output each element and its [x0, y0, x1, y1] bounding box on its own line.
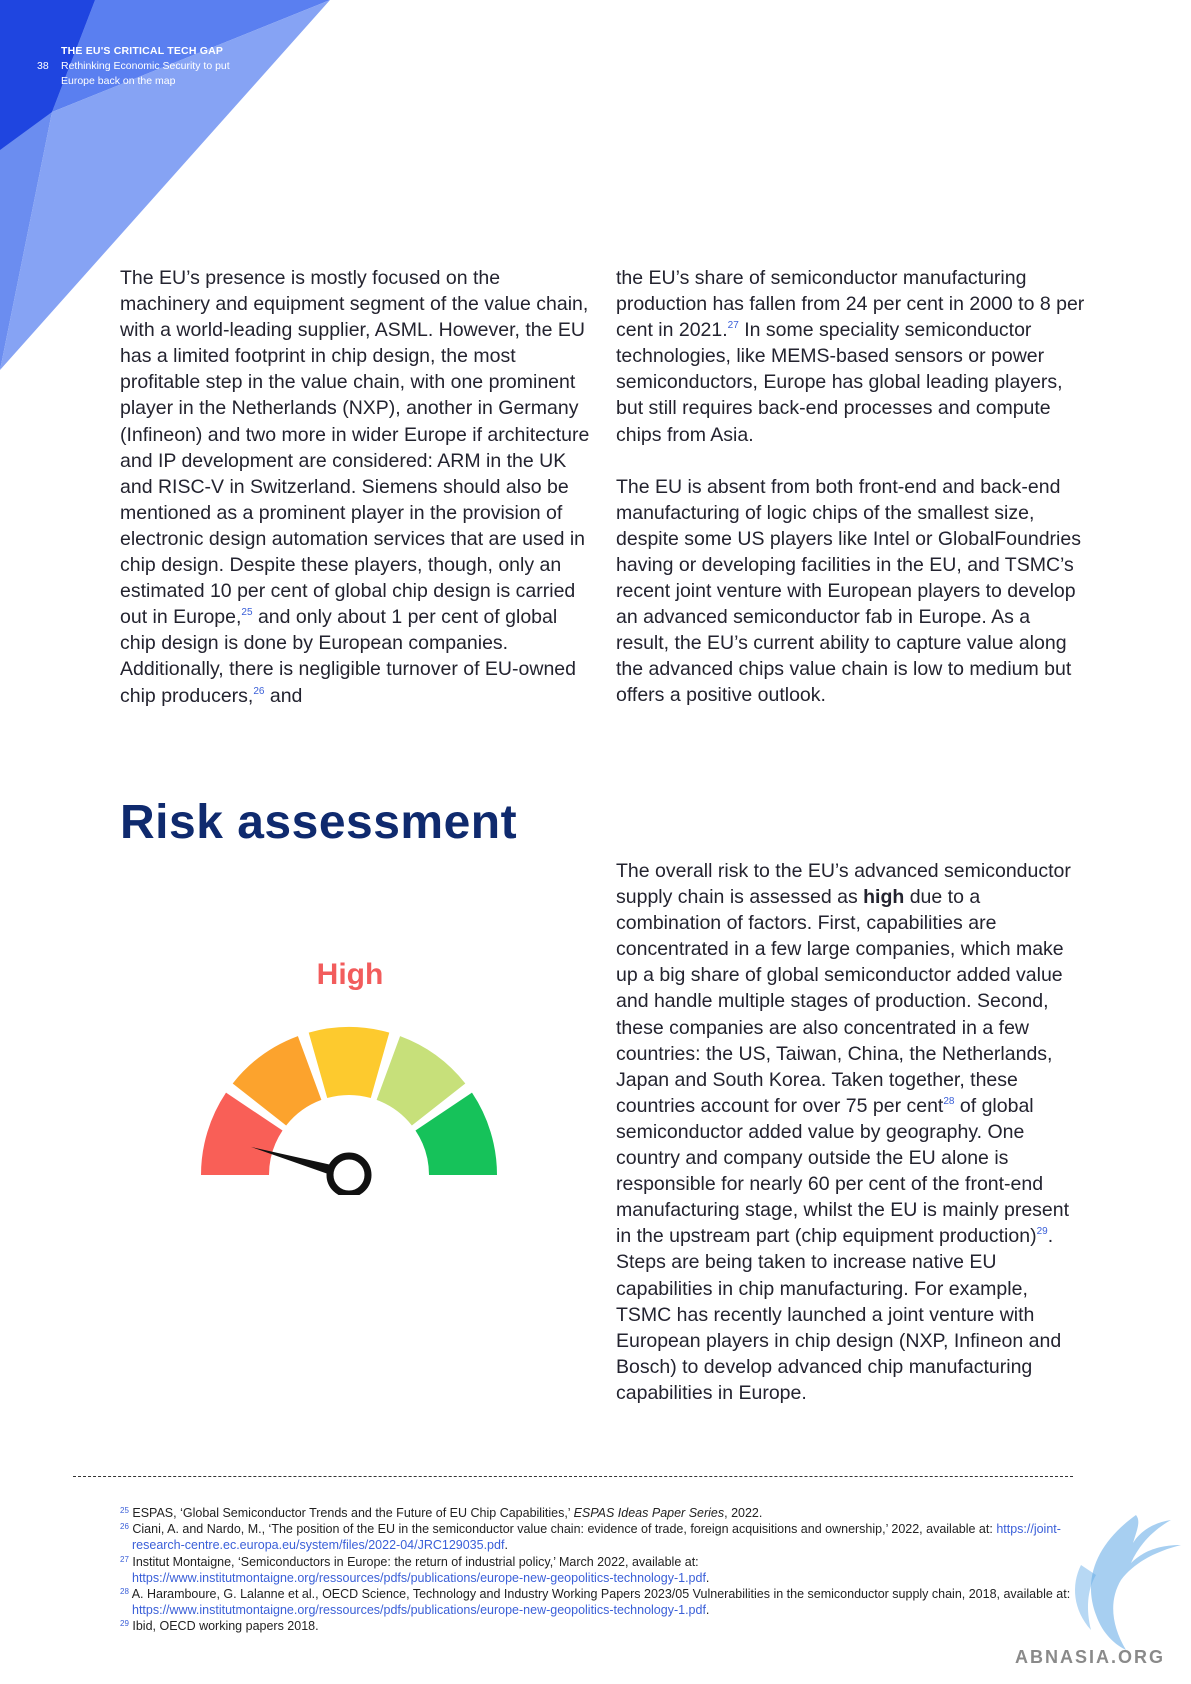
risk-level-bold: high: [863, 886, 905, 909]
risk-level-label: High: [316, 958, 384, 991]
risk-gauge: [201, 1027, 497, 1195]
gauge-segment-medium-high: [376, 1036, 466, 1126]
corner-decoration: [0, 0, 330, 370]
risk-text-column: The overall risk to the EU’s advanced se…: [616, 858, 1086, 1406]
footnote-26: 26 Ciani, A. and Nardo, M., ‘The positio…: [120, 1522, 1061, 1553]
gauge-needle: [250, 1146, 372, 1195]
footnote-ref-29[interactable]: 29: [1036, 1226, 1048, 1238]
footnote-27-link[interactable]: https://www.institutmontaigne.org/ressou…: [132, 1570, 706, 1585]
watermark-text: ABNASIA.ORG: [1015, 1647, 1166, 1667]
gauge-segment-low: [201, 1092, 283, 1175]
section-heading: Risk assessment: [120, 796, 518, 849]
footnote-28: 28 A. Haramboure, G. Lalanne et al., OEC…: [120, 1587, 1071, 1618]
footnotes: 25 ESPAS, ‘Global Semiconductor Trends a…: [120, 1505, 1080, 1635]
footnote-ref-26[interactable]: 26: [253, 685, 265, 697]
intro-paragraph-2: the EU’s share of semiconductor manufact…: [616, 267, 1085, 446]
footnote-29: 29 Ibid, OECD working papers 2018.: [120, 1619, 319, 1634]
header-title: THE EU'S CRITICAL TECH GAP: [61, 45, 224, 57]
footnote-ref-28[interactable]: 28: [943, 1095, 955, 1107]
watermark-logo: [1075, 1515, 1181, 1650]
footnote-27: 27 Institut Montaigne, ‘Semiconductors i…: [120, 1554, 710, 1585]
intro-paragraph-1: The EU’s presence is mostly focused on t…: [120, 267, 590, 707]
gauge-segment-high-end: [415, 1092, 497, 1175]
footnote-ref-25[interactable]: 25: [241, 607, 253, 619]
gauge-segment-medium: [308, 1027, 390, 1099]
footnote-26-link[interactable]: https://joint-research-centre.ec.europa.…: [132, 1522, 1061, 1553]
intro-paragraph-3: The EU is absent from both front-end and…: [616, 475, 1081, 707]
page-number: 38: [37, 60, 49, 72]
footnote-28-link[interactable]: https://www.institutmontaigne.org/ressou…: [132, 1603, 706, 1618]
gauge-segment-low-medium: [232, 1036, 322, 1126]
intro-left-column: The EU’s presence is mostly focused on t…: [120, 265, 590, 709]
footnote-divider: [73, 1476, 1073, 1477]
risk-paragraph: The overall risk to the EU’s advanced se…: [616, 860, 1071, 1404]
intro-right-column: the EU’s share of semiconductor manufact…: [616, 265, 1086, 709]
header-subtitle: Rethinking Economic Security to put Euro…: [61, 60, 230, 87]
footnote-25: 25 ESPAS, ‘Global Semiconductor Trends a…: [120, 1506, 763, 1520]
footnote-ref-27[interactable]: 27: [727, 320, 739, 332]
